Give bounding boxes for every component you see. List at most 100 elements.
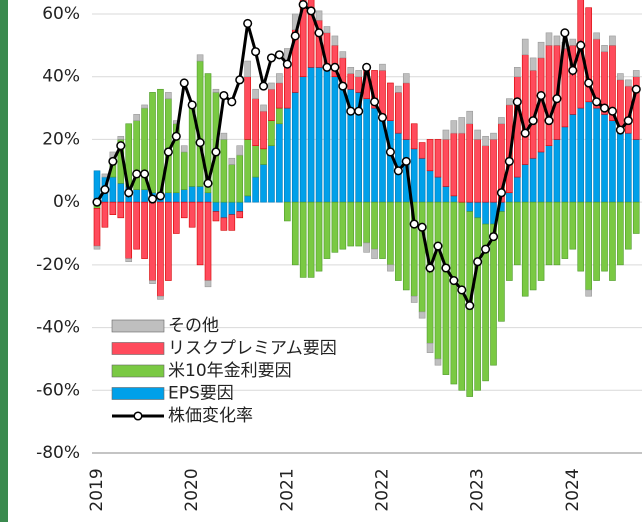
y-tick-label: -40% (36, 318, 80, 338)
bar (458, 117, 466, 134)
bar (402, 82, 410, 140)
line-point (496, 188, 506, 198)
y-tick-label: 40% (42, 67, 80, 87)
line-point (227, 97, 237, 107)
bar (632, 139, 640, 203)
bar (418, 311, 426, 319)
bar (93, 208, 101, 247)
line-point (282, 59, 292, 69)
bar (363, 98, 370, 203)
line-point (449, 275, 459, 286)
bar (339, 201, 347, 250)
bar (482, 135, 489, 147)
bar (252, 145, 259, 178)
bar (133, 189, 140, 203)
legend-label: 株価変化率 (168, 406, 253, 426)
bar (228, 201, 236, 215)
bar (609, 120, 616, 203)
bar (450, 120, 458, 134)
bar (220, 139, 228, 203)
bar (141, 104, 148, 109)
bar (180, 201, 188, 219)
bar (585, 101, 592, 203)
bar (244, 60, 251, 78)
bar (561, 126, 569, 203)
bar (315, 10, 323, 21)
bar (387, 264, 394, 272)
x-tick-label: 2022 (372, 468, 392, 511)
bar (236, 211, 244, 219)
bar (125, 258, 133, 263)
bar (625, 201, 632, 250)
bar (188, 201, 196, 228)
bar (474, 129, 481, 140)
line-point (322, 62, 332, 72)
line-point (377, 112, 388, 123)
bar (371, 248, 378, 259)
legend-label: リスクプレミアム要因 (168, 339, 337, 359)
bar (482, 201, 489, 225)
legend-marker (133, 411, 143, 421)
bar (521, 201, 529, 297)
line-point (258, 81, 269, 91)
bar (133, 114, 140, 121)
line-point (393, 166, 403, 176)
bar (196, 60, 204, 187)
line-point (552, 94, 562, 104)
bar (165, 92, 172, 99)
bar (236, 145, 244, 156)
bar (260, 104, 267, 112)
bar (228, 164, 236, 203)
bar (426, 201, 434, 344)
bar (442, 186, 450, 203)
bar (323, 70, 331, 203)
bar (276, 82, 283, 109)
bar (299, 76, 307, 203)
bar (569, 114, 577, 203)
bar (331, 76, 339, 203)
bar (466, 201, 474, 212)
line-point (243, 18, 253, 28)
bar (529, 201, 537, 291)
line-point (425, 263, 435, 273)
line-point (195, 138, 205, 148)
bar (220, 132, 228, 140)
bar (395, 92, 402, 134)
line-point (512, 97, 522, 107)
bar (307, 201, 315, 278)
y-tick-label: 0% (53, 192, 80, 212)
bar (252, 88, 259, 99)
line-point (140, 169, 150, 179)
bar (339, 51, 347, 59)
bar (498, 211, 505, 322)
line-point (92, 197, 102, 207)
bar (180, 189, 188, 203)
bar (617, 79, 624, 128)
bar (220, 201, 228, 219)
line-point (481, 244, 491, 254)
bar (537, 201, 545, 281)
bar (204, 201, 212, 281)
bar (410, 123, 418, 150)
bar (355, 76, 362, 93)
bar (157, 295, 164, 300)
line-point (409, 219, 419, 229)
line-point (473, 257, 483, 267)
bar (569, 38, 577, 46)
line-point (401, 156, 411, 166)
line-point (354, 106, 364, 116)
bar (426, 342, 434, 353)
bar (387, 82, 394, 121)
line-point (155, 191, 165, 201)
bar (577, 201, 585, 272)
bar (553, 139, 561, 203)
bar (93, 245, 101, 250)
bar (617, 201, 624, 266)
side-bar (0, 0, 8, 522)
axes: -80% -60% -40% -20% 0% 20% 40% 60% 2019 2020 2021 2… (36, 4, 642, 512)
line-point (163, 147, 173, 157)
bar (252, 176, 259, 203)
bar (434, 139, 442, 178)
bar (268, 88, 275, 121)
